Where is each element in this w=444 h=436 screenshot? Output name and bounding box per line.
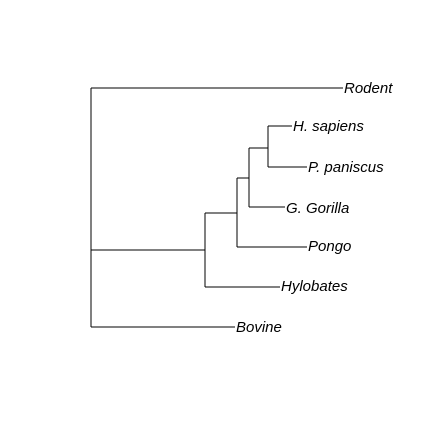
leaf-label-h-sapiens: H. sapiens [293,118,364,135]
leaf-label-bovine: Bovine [236,319,282,336]
leaf-label-rodent: Rodent [344,80,393,97]
leaf-label-g-gorilla: G. Gorilla [286,200,349,217]
leaf-label-p-paniscus: P. paniscus [308,159,384,176]
leaf-label-hylobates: Hylobates [281,278,348,295]
leaf-label-pongo: Pongo [308,238,351,255]
